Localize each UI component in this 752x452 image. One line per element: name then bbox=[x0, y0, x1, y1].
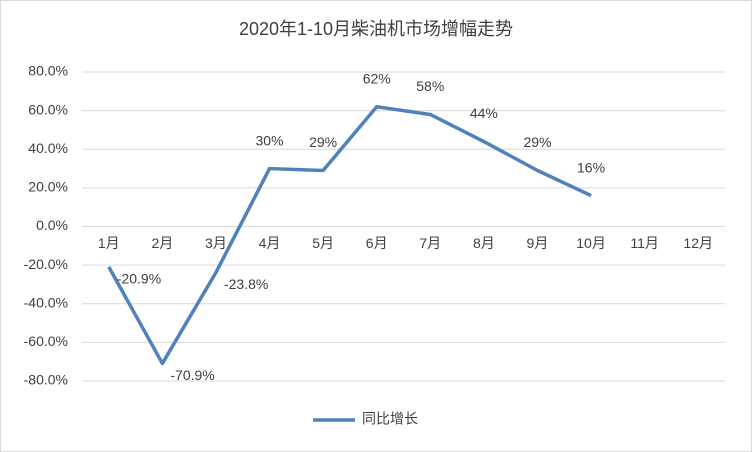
x-tick-label: 9月 bbox=[527, 235, 549, 251]
x-tick-label: 7月 bbox=[419, 235, 441, 251]
y-tick-label: -20.0% bbox=[24, 256, 68, 272]
data-label: 29% bbox=[523, 134, 551, 150]
x-tick-label: 6月 bbox=[366, 235, 388, 251]
data-label: -23.8% bbox=[224, 276, 268, 292]
data-label: 30% bbox=[256, 132, 284, 148]
data-label: -70.9% bbox=[170, 367, 214, 383]
data-label: -20.9% bbox=[117, 271, 161, 287]
y-tick-label: 60.0% bbox=[28, 101, 68, 117]
x-tick-label: 1月 bbox=[98, 235, 120, 251]
x-tick-label: 3月 bbox=[205, 235, 227, 251]
x-tick-label: 5月 bbox=[312, 235, 334, 251]
y-tick-label: 40.0% bbox=[28, 140, 68, 156]
y-tick-label: 0.0% bbox=[36, 217, 68, 233]
legend-label: 同比增长 bbox=[362, 411, 418, 427]
x-tick-label: 2月 bbox=[151, 235, 173, 251]
x-tick-label: 10月 bbox=[576, 235, 606, 251]
data-label: 16% bbox=[577, 159, 605, 175]
y-tick-label: -80.0% bbox=[24, 372, 68, 388]
data-label: 62% bbox=[363, 70, 391, 86]
x-tick-label: 11月 bbox=[630, 235, 659, 251]
x-tick-label: 12月 bbox=[683, 235, 713, 251]
y-tick-label: 80.0% bbox=[28, 63, 68, 79]
data-label: 29% bbox=[309, 134, 337, 150]
y-tick-label: -60.0% bbox=[24, 333, 68, 349]
y-tick-label: -40.0% bbox=[24, 294, 68, 310]
chart-title: 2020年1-10月柴油机市场增幅走势 bbox=[239, 19, 513, 39]
x-tick-label: 4月 bbox=[259, 235, 281, 251]
data-label: 58% bbox=[416, 78, 444, 94]
x-tick-label: 8月 bbox=[473, 235, 495, 251]
data-label: 44% bbox=[470, 105, 498, 121]
y-tick-label: 20.0% bbox=[28, 179, 68, 195]
data-line bbox=[107, 105, 592, 366]
